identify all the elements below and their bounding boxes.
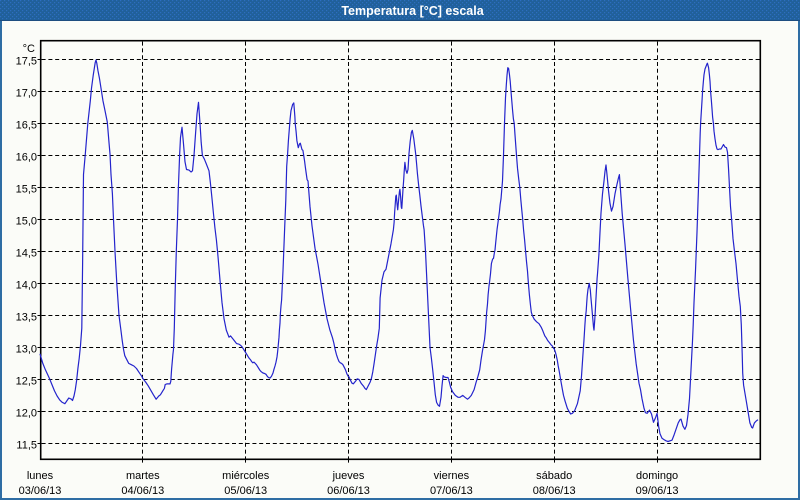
svg-text:08/06/13: 08/06/13 [533,485,576,497]
svg-text:lunes: lunes [27,470,54,482]
svg-text:Temperatura [°C] escala: Temperatura [°C] escala [341,4,484,18]
svg-text:12,0: 12,0 [16,408,37,420]
svg-text:jueves: jueves [332,470,365,482]
svg-text:15,5: 15,5 [16,184,37,196]
svg-text:17,0: 17,0 [16,88,37,100]
svg-text:16,0: 16,0 [16,152,37,164]
svg-text:06/06/13: 06/06/13 [327,485,370,497]
svg-text:04/06/13: 04/06/13 [121,485,164,497]
svg-text:05/06/13: 05/06/13 [224,485,267,497]
svg-text:martes: martes [126,470,160,482]
svg-text:°C: °C [23,43,35,55]
svg-text:14,0: 14,0 [16,280,37,292]
svg-text:viernes: viernes [434,470,470,482]
svg-text:domingo: domingo [636,470,678,482]
svg-text:sábado: sábado [536,470,572,482]
svg-text:07/06/13: 07/06/13 [430,485,473,497]
svg-text:03/06/13: 03/06/13 [19,485,62,497]
svg-text:16,5: 16,5 [16,120,37,132]
svg-text:miércoles: miércoles [222,470,270,482]
svg-text:17,5: 17,5 [16,56,37,68]
svg-text:13,0: 13,0 [16,344,37,356]
svg-text:11,5: 11,5 [16,440,37,452]
svg-text:13,5: 13,5 [16,312,37,324]
svg-text:14,5: 14,5 [16,248,37,260]
svg-text:12,5: 12,5 [16,376,37,388]
svg-text:09/06/13: 09/06/13 [636,485,679,497]
svg-text:15,0: 15,0 [16,216,37,228]
